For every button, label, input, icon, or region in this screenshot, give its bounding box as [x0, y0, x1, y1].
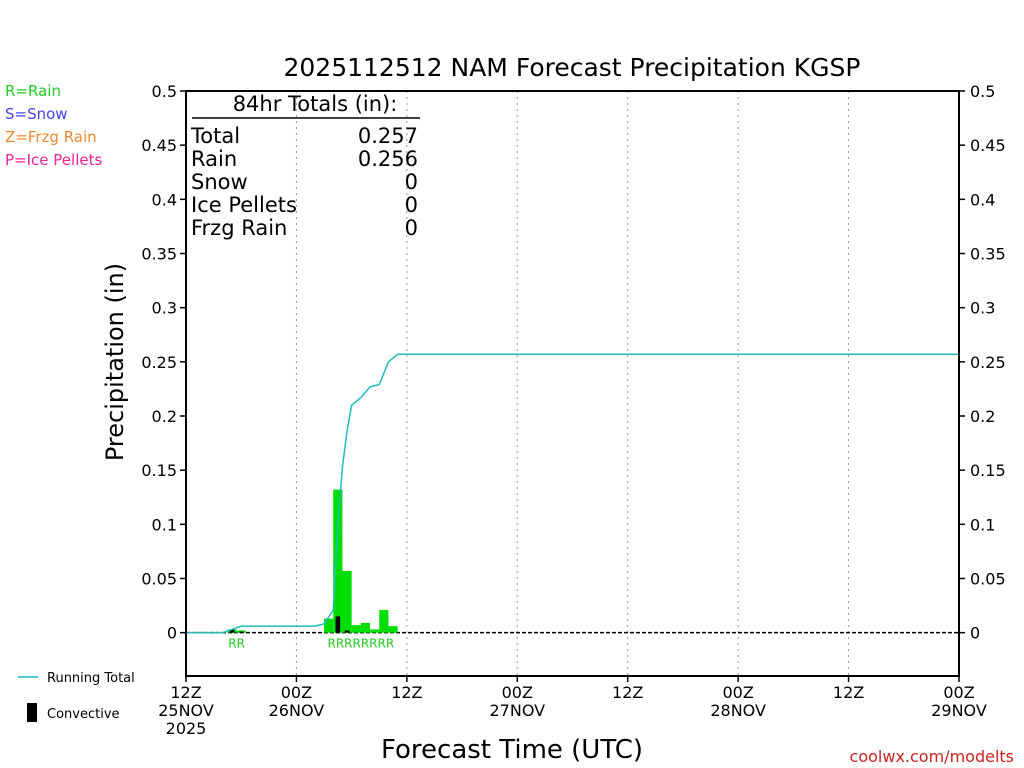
x-tick-label: 27NOV — [489, 701, 545, 720]
y-tick-label-left: 0 — [167, 624, 177, 643]
y-tick-label-left: 0.3 — [152, 299, 177, 318]
y-tick-label-left: 0.4 — [152, 190, 177, 209]
y-tick-label-right: 0.1 — [970, 515, 995, 534]
totals-row-label: Total — [190, 124, 240, 148]
credit-text: coolwx.com/modelts — [850, 747, 1014, 766]
y-tick-label-left: 0.05 — [141, 570, 177, 589]
x-tick-label: 00Z — [722, 683, 753, 702]
totals-row-value: 0 — [405, 193, 418, 217]
totals-row-label: Snow — [191, 170, 248, 194]
y-tick-label-left: 0.5 — [152, 82, 177, 101]
convective-bar — [344, 630, 350, 633]
x-tick-label: 28NOV — [710, 701, 766, 720]
x-tick-label: 00Z — [281, 683, 312, 702]
y-tick-label-left: 0.45 — [141, 136, 177, 155]
x-tick-label: 2025 — [166, 719, 207, 738]
totals-row-value: 0.257 — [358, 124, 418, 148]
totals-header: 84hr Totals (in): — [233, 92, 398, 116]
x-tick-label: 12Z — [833, 683, 864, 702]
convective-legend-swatch — [27, 703, 37, 722]
y-tick-label-right: 0.4 — [970, 190, 995, 209]
y-tick-label-left: 0.25 — [141, 353, 177, 372]
precip-bar — [351, 625, 361, 633]
convective-bar — [229, 629, 235, 633]
totals-row-value: 0 — [405, 216, 418, 240]
ptype-marker: RR — [228, 637, 245, 651]
y-tick-label-right: 0.05 — [970, 570, 1006, 589]
x-tick-label: 12Z — [391, 683, 422, 702]
ptype-marker: RRRRRRRR — [327, 637, 394, 651]
running-total-legend-label: Running Total — [47, 671, 135, 686]
x-tick-label: 12Z — [170, 683, 201, 702]
x-tick-label: 12Z — [612, 683, 643, 702]
x-axis-label: Forecast Time (UTC) — [381, 735, 643, 765]
ptype-legend-entry: S=Snow — [5, 105, 68, 123]
ptype-legend-entry: P=Ice Pellets — [5, 151, 102, 169]
plot-border — [185, 90, 960, 677]
y-axis-label: Precipitation (in) — [101, 263, 129, 461]
precip-bar — [342, 570, 352, 633]
x-tick-label: 25NOV — [158, 701, 214, 720]
y-tick-label-right: 0.5 — [970, 82, 995, 101]
x-tick-label: 00Z — [943, 683, 974, 702]
ptype-legend: R=Rain S=Snow Z=Frzg Rain P=Ice Pellets — [5, 82, 102, 169]
y-tick-label-right: 0.15 — [970, 461, 1006, 480]
y-tick-label-left: 0.35 — [141, 245, 177, 264]
x-tick-label: 00Z — [502, 683, 533, 702]
precip-bar — [324, 618, 334, 633]
x-tick-label: 26NOV — [269, 701, 325, 720]
precip-bar — [370, 629, 380, 633]
ptype-legend-entry: Z=Frzg Rain — [5, 128, 97, 146]
totals-row-label: Frzg Rain — [191, 216, 287, 240]
y-tick-label-right: 0.25 — [970, 353, 1006, 372]
ptype-legend-entry: R=Rain — [5, 82, 61, 100]
totals-row-label: Ice Pellets — [191, 193, 297, 217]
series-legend: Running Total Convective — [18, 671, 135, 722]
running-total-line — [186, 353, 959, 634]
totals-row-value: 0 — [405, 170, 418, 194]
precip-bar — [360, 622, 371, 633]
totals-row-label: Rain — [191, 147, 237, 171]
precip-bar — [388, 626, 398, 633]
y-tick-label-left: 0.15 — [141, 461, 177, 480]
y-tick-label-left: 0.2 — [152, 407, 177, 426]
precip-bar — [379, 609, 389, 633]
convective-legend-label: Convective — [47, 707, 120, 722]
precip-bar — [333, 489, 343, 633]
totals-box: 84hr Totals (in): Total 0.257 Rain 0.256 Snow… — [190, 92, 420, 240]
y-tick-label-right: 0.45 — [970, 136, 1006, 155]
convective-bar — [335, 616, 341, 633]
y-tick-label-right: 0.3 — [970, 299, 995, 318]
y-tick-label-right: 0.35 — [970, 245, 1006, 264]
chart-title: 2025112512 NAM Forecast Precipitation KG… — [284, 53, 861, 82]
y-tick-label-right: 0 — [970, 624, 980, 643]
totals-row-value: 0.256 — [358, 147, 418, 171]
y-tick-label-right: 0.2 — [970, 407, 995, 426]
x-tick-label: 29NOV — [931, 701, 987, 720]
convective-bar — [238, 631, 244, 633]
y-tick-label-left: 0.1 — [152, 515, 177, 534]
